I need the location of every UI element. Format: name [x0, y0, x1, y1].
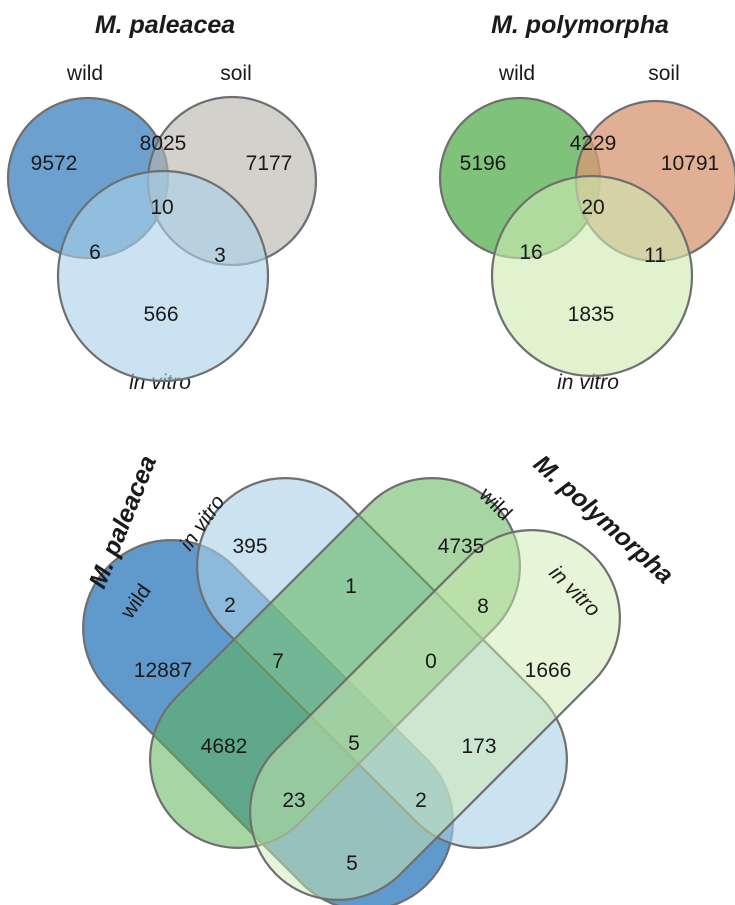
four-count-pa-wild-pm-wild: 4682 — [201, 735, 248, 758]
venn-polymorpha: M. polymorpha wild soil in vitro 5196 42… — [438, 11, 735, 394]
four-count-pa-wild-pm-wild-pm-vitro: 23 — [282, 789, 305, 812]
four-count-pm-wild-pm-vitro: 8 — [477, 595, 489, 618]
paleacea-invitro-circle — [56, 169, 270, 383]
venn-four-set: M. paleacea wild in vitro M. polymorpha … — [82, 450, 679, 905]
polymorpha-count-wild-invitro: 16 — [519, 241, 542, 264]
paleacea-count-soil-only: 7177 — [246, 152, 293, 175]
four-count-pa-wild-only: 12887 — [134, 659, 192, 682]
paleacea-title: M. paleacea — [95, 11, 235, 39]
paleacea-count-soil-invitro: 3 — [214, 244, 226, 267]
paleacea-soil-label: soil — [220, 62, 252, 85]
four-count-pa-wild-pa-vitro-pm-wild: 7 — [272, 650, 284, 673]
polymorpha-count-all: 20 — [581, 196, 604, 219]
polymorpha-count-soil-only: 10791 — [661, 152, 719, 175]
paleacea-count-wild-soil: 8025 — [140, 132, 187, 155]
polymorpha-title: M. polymorpha — [491, 11, 669, 39]
paleacea-count-invitro-only: 566 — [143, 303, 178, 326]
polymorpha-count-soil-invitro: 11 — [644, 244, 666, 267]
polymorpha-soil-label: soil — [648, 62, 680, 85]
four-count-pa-wild-pa-vitro: 2 — [224, 594, 236, 617]
four-count-all-four: 5 — [348, 732, 360, 755]
paleacea-count-wild-only: 9572 — [31, 152, 78, 175]
polymorpha-count-wild-only: 5196 — [460, 152, 507, 175]
four-count-pa-vitro-pm-wild-pm-vitro: 0 — [425, 650, 437, 673]
paleacea-count-all: 10 — [150, 196, 173, 219]
venn-paleacea: M. paleacea wild soil in vitro 9572 8025… — [6, 11, 318, 394]
four-polymorpha-invitro-shape — [249, 529, 621, 901]
four-count-pa-wild-pa-vitro-pm-vitro: 2 — [415, 789, 427, 812]
polymorpha-wild-label: wild — [498, 62, 535, 85]
four-count-pa-wild-pm-vitro: 5 — [346, 852, 358, 875]
paleacea-wild-label: wild — [66, 62, 103, 85]
paleacea-count-wild-invitro: 6 — [89, 241, 101, 264]
polymorpha-count-invitro-only: 1835 — [568, 303, 615, 326]
polymorpha-invitro-circle — [490, 174, 694, 378]
four-count-pm-wild-only: 4735 — [438, 535, 485, 558]
four-count-pa-vitro-pm-wild: 1 — [345, 575, 357, 598]
polymorpha-invitro-label: in vitro — [557, 371, 619, 394]
four-count-pm-vitro-only: 1666 — [525, 659, 572, 682]
four-count-pa-vitro-only: 395 — [232, 535, 267, 558]
polymorpha-count-wild-soil: 4229 — [570, 132, 617, 155]
four-count-pa-vitro-pm-vitro: 173 — [461, 735, 496, 758]
